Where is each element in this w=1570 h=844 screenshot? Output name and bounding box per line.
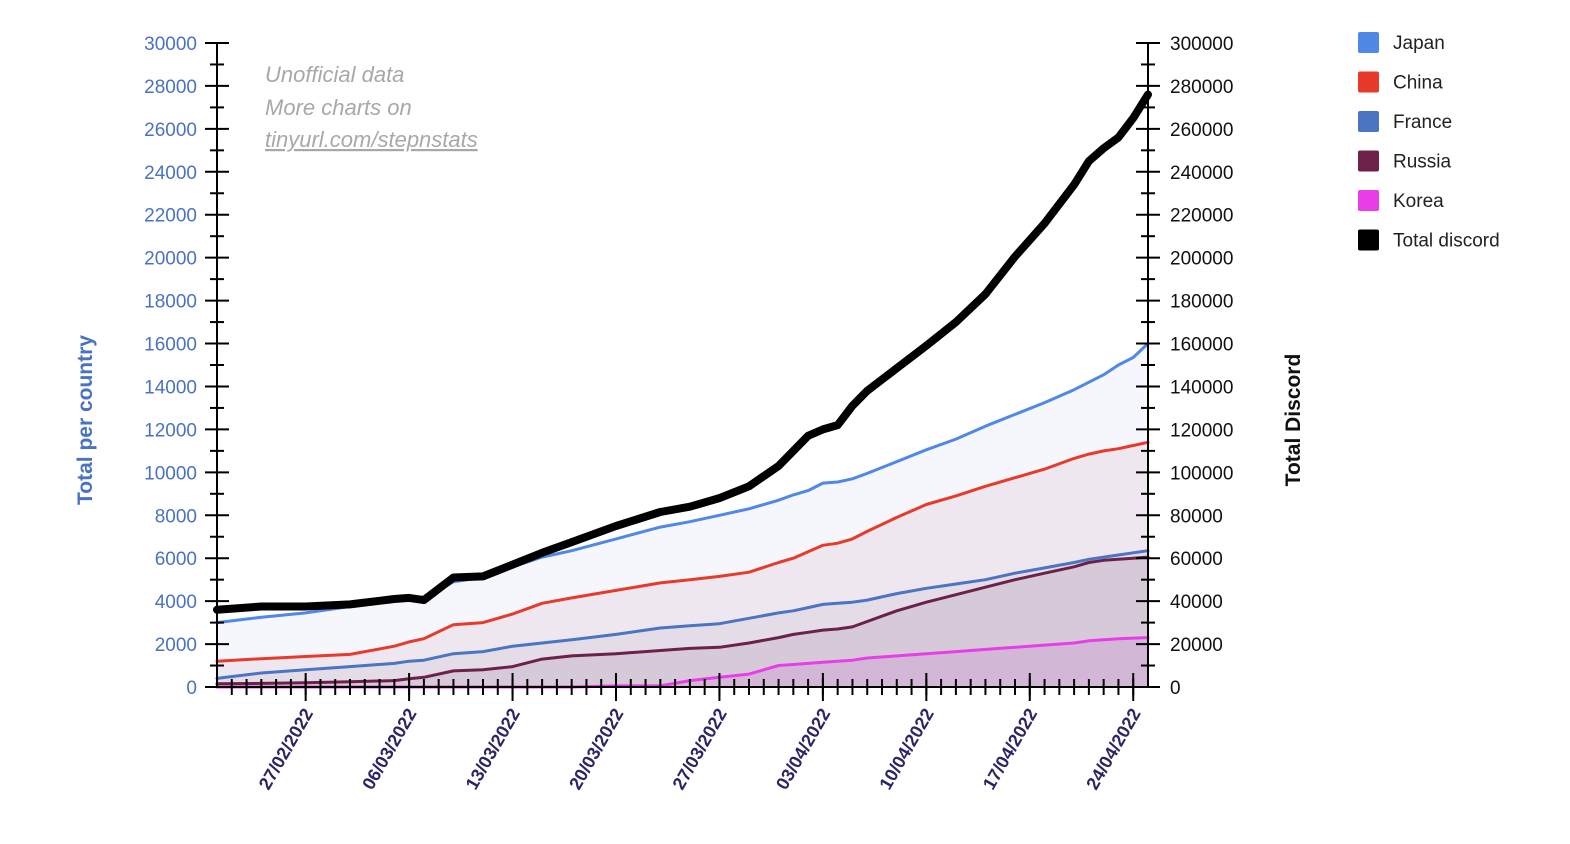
line-france: [215, 549, 1150, 680]
y-tick-label-left: 2000: [155, 635, 197, 656]
annotation: Unofficial data More charts on tinyurl.c…: [265, 62, 478, 152]
legend-swatch: [1358, 229, 1379, 251]
legend-item-korea[interactable]: Korea: [1358, 190, 1444, 212]
y-axis-left-title: Total per country: [74, 335, 97, 505]
y-tick-label-right: 240000: [1170, 163, 1233, 184]
y-tick-label-right: 160000: [1170, 335, 1233, 356]
legend-swatch: [1358, 111, 1379, 132]
line-russia: [215, 555, 1150, 686]
x-tick-label: 03/04/2022: [772, 705, 834, 793]
y-tick-label-right: 140000: [1170, 377, 1233, 398]
annotation-link[interactable]: tinyurl.com/stepnstats: [265, 127, 478, 152]
y-tick-label-right: 220000: [1170, 206, 1233, 227]
y-axis-right-title: Total Discord: [1282, 354, 1305, 487]
x-tick-label: 27/03/2022: [669, 705, 731, 793]
y-tick-label-right: 60000: [1170, 549, 1223, 570]
annotation-line-2: More charts on: [265, 95, 412, 120]
y-tick-label-left: 8000: [155, 506, 197, 527]
y-tick-label-left: 18000: [144, 292, 197, 313]
x-tick-label: 10/04/2022: [875, 705, 937, 793]
legend-swatch: [1358, 71, 1379, 93]
legend-label: France: [1393, 112, 1452, 133]
legend-label: Total discord: [1393, 231, 1500, 252]
y-tick-label-left: 10000: [144, 463, 197, 484]
y-tick-label-left: 6000: [155, 549, 197, 570]
y-tick-label-left: 22000: [144, 206, 197, 227]
x-tick-label: 13/03/2022: [462, 705, 524, 793]
y-tick-label-left: 4000: [155, 592, 197, 613]
legend-item-russia[interactable]: Russia: [1358, 150, 1452, 173]
x-tick-label: 06/03/2022: [358, 705, 420, 793]
legend-label: Japan: [1393, 33, 1445, 54]
x-tick-label: 27/02/2022: [255, 705, 317, 793]
legend-swatch: [1358, 32, 1379, 53]
y-tick-label-left: 26000: [144, 120, 197, 141]
y-tick-label-right: 120000: [1170, 420, 1233, 441]
x-tick-label: 24/04/2022: [1082, 705, 1144, 793]
legend: Japan China France Russia Korea Total discord: [1358, 32, 1500, 252]
legend-swatch: [1358, 150, 1379, 172]
legend-label: Russia: [1393, 152, 1452, 173]
y-tick-label-right: 180000: [1170, 292, 1233, 313]
line-total-discord: [213, 90, 1152, 614]
y-tick-label-right: 0: [1170, 678, 1181, 699]
y-tick-label-right: 200000: [1170, 249, 1233, 270]
legend-item-total-discord[interactable]: Total discord: [1358, 229, 1500, 252]
area-korea: [217, 637, 1148, 687]
annotation-line-1: Unofficial data: [265, 62, 404, 87]
y-tick-label-right: 80000: [1170, 506, 1223, 527]
y-tick-label-right: 40000: [1170, 592, 1223, 613]
x-tick-label: 20/03/2022: [565, 705, 627, 793]
y-tick-label-left: 0: [186, 678, 197, 699]
y-tick-label-right: 260000: [1170, 120, 1233, 141]
y-tick-label-left: 30000: [144, 34, 197, 55]
y-tick-label-left: 16000: [144, 335, 197, 356]
legend-item-japan[interactable]: Japan: [1358, 32, 1445, 54]
legend-label: Korea: [1393, 191, 1444, 212]
line-china: [215, 440, 1150, 663]
series-areas: [217, 343, 1148, 687]
y-tick-label-right: 300000: [1170, 34, 1233, 55]
legend-item-china[interactable]: China: [1358, 71, 1443, 94]
y-tick-label-left: 20000: [144, 249, 197, 270]
y-tick-label-left: 14000: [144, 377, 197, 398]
y-tick-label-left: 12000: [144, 420, 197, 441]
y-tick-label-right: 20000: [1170, 635, 1223, 656]
x-tick-label: 17/04/2022: [979, 705, 1041, 793]
legend-swatch: [1358, 190, 1379, 211]
y-tick-label-left: 28000: [144, 77, 197, 98]
y-tick-label-right: 100000: [1170, 463, 1233, 484]
y-tick-label-left: 24000: [144, 163, 197, 184]
y-tick-label-right: 280000: [1170, 77, 1233, 98]
legend-item-france[interactable]: France: [1358, 111, 1452, 133]
legend-label: China: [1393, 73, 1443, 94]
